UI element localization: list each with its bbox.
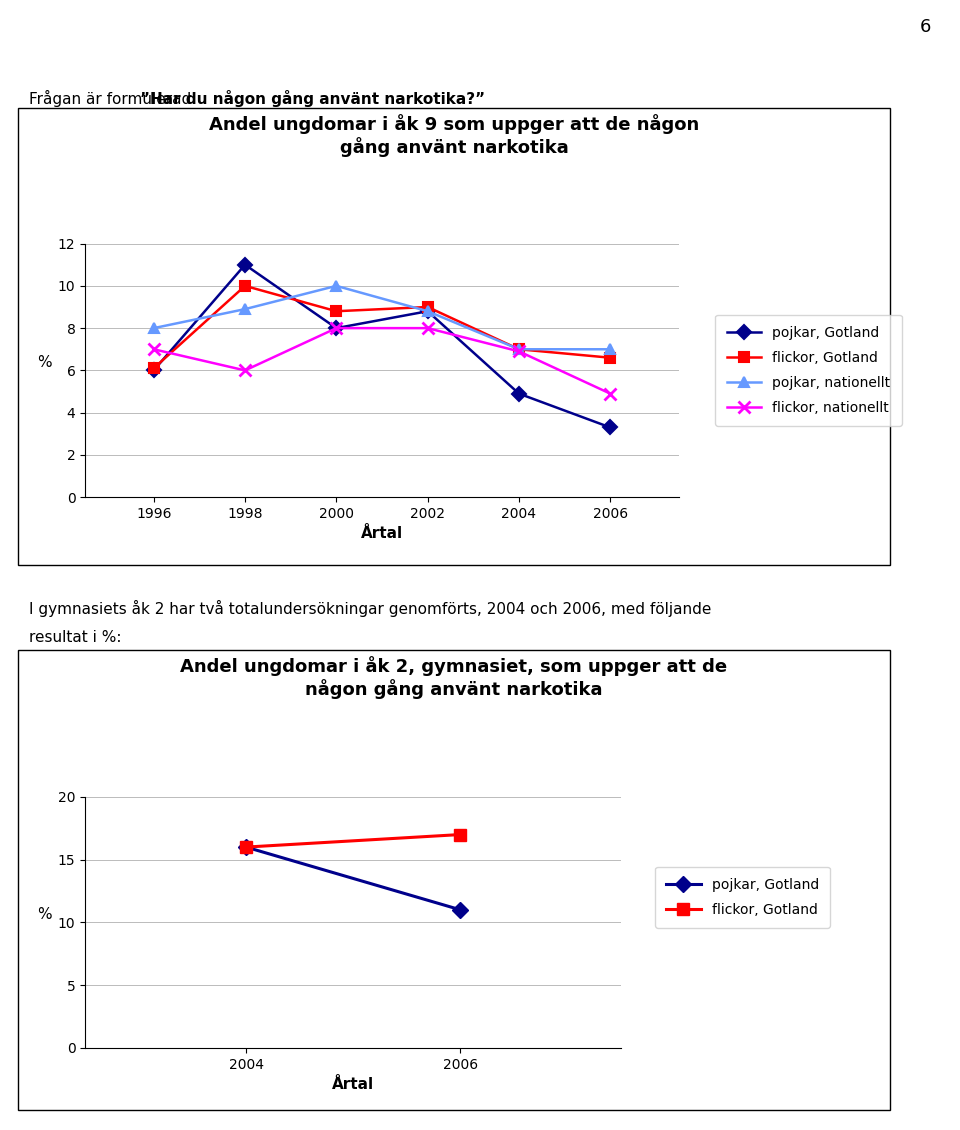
- pojkar, nationellt: [605, 342, 616, 356]
- pojkar, Gotland: [240, 841, 252, 854]
- pojkar, nationellt: [514, 342, 525, 356]
- pojkar, nationellt: [148, 321, 159, 334]
- Y-axis label: %: %: [36, 907, 51, 922]
- pojkar, Gotland: [455, 903, 467, 916]
- pojkar, nationellt: [330, 279, 342, 293]
- flickor, nationellt: [239, 364, 251, 377]
- Line: flickor, Gotland: flickor, Gotland: [149, 281, 615, 373]
- pojkar, Gotland: [330, 321, 342, 334]
- Line: pojkar, Gotland: pojkar, Gotland: [149, 260, 615, 433]
- pojkar, Gotland: [605, 420, 616, 434]
- X-axis label: Årtal: Årtal: [332, 1077, 374, 1092]
- Text: 6: 6: [920, 18, 931, 36]
- flickor, Gotland: [148, 362, 159, 375]
- Text: Frågan är formulerad: Frågan är formulerad: [29, 90, 196, 107]
- Text: Andel ungdomar i åk 2, gymnasiet, som uppger att de
någon gång använt narkotika: Andel ungdomar i åk 2, gymnasiet, som up…: [180, 655, 728, 698]
- flickor, nationellt: [330, 321, 342, 334]
- flickor, nationellt: [148, 342, 159, 356]
- Text: I gymnasiets åk 2 har två totalundersökningar genomförts, 2004 och 2006, med föl: I gymnasiets åk 2 har två totalundersökn…: [29, 600, 711, 617]
- flickor, Gotland: [239, 279, 251, 293]
- X-axis label: Årtal: Årtal: [361, 527, 403, 541]
- flickor, nationellt: [605, 386, 616, 400]
- pojkar, Gotland: [514, 386, 525, 400]
- flickor, Gotland: [421, 301, 433, 314]
- Line: pojkar, Gotland: pojkar, Gotland: [240, 842, 466, 915]
- Line: flickor, Gotland: flickor, Gotland: [240, 829, 466, 853]
- Legend: pojkar, Gotland, flickor, Gotland, pojkar, nationellt, flickor, nationellt: pojkar, Gotland, flickor, Gotland, pojka…: [715, 314, 901, 426]
- Text: Andel ungdomar i åk 9 som uppger att de någon
gång använt narkotika: Andel ungdomar i åk 9 som uppger att de …: [209, 114, 699, 157]
- pojkar, Gotland: [148, 364, 159, 377]
- pojkar, nationellt: [239, 303, 251, 316]
- flickor, Gotland: [605, 351, 616, 365]
- flickor, nationellt: [421, 321, 433, 334]
- flickor, Gotland: [455, 828, 467, 842]
- Line: flickor, nationellt: flickor, nationellt: [148, 322, 616, 400]
- Line: pojkar, nationellt: pojkar, nationellt: [149, 281, 615, 354]
- Y-axis label: %: %: [36, 356, 51, 371]
- Text: ”Har du någon gång använt narkotika?”: ”Har du någon gång använt narkotika?”: [139, 90, 485, 107]
- Legend: pojkar, Gotland, flickor, Gotland: pojkar, Gotland, flickor, Gotland: [655, 867, 830, 928]
- flickor, Gotland: [330, 304, 342, 318]
- flickor, nationellt: [514, 345, 525, 358]
- flickor, Gotland: [514, 342, 525, 356]
- Text: resultat i %:: resultat i %:: [29, 631, 121, 645]
- pojkar, Gotland: [421, 304, 433, 318]
- pojkar, nationellt: [421, 304, 433, 318]
- pojkar, Gotland: [239, 258, 251, 271]
- flickor, Gotland: [240, 841, 252, 854]
